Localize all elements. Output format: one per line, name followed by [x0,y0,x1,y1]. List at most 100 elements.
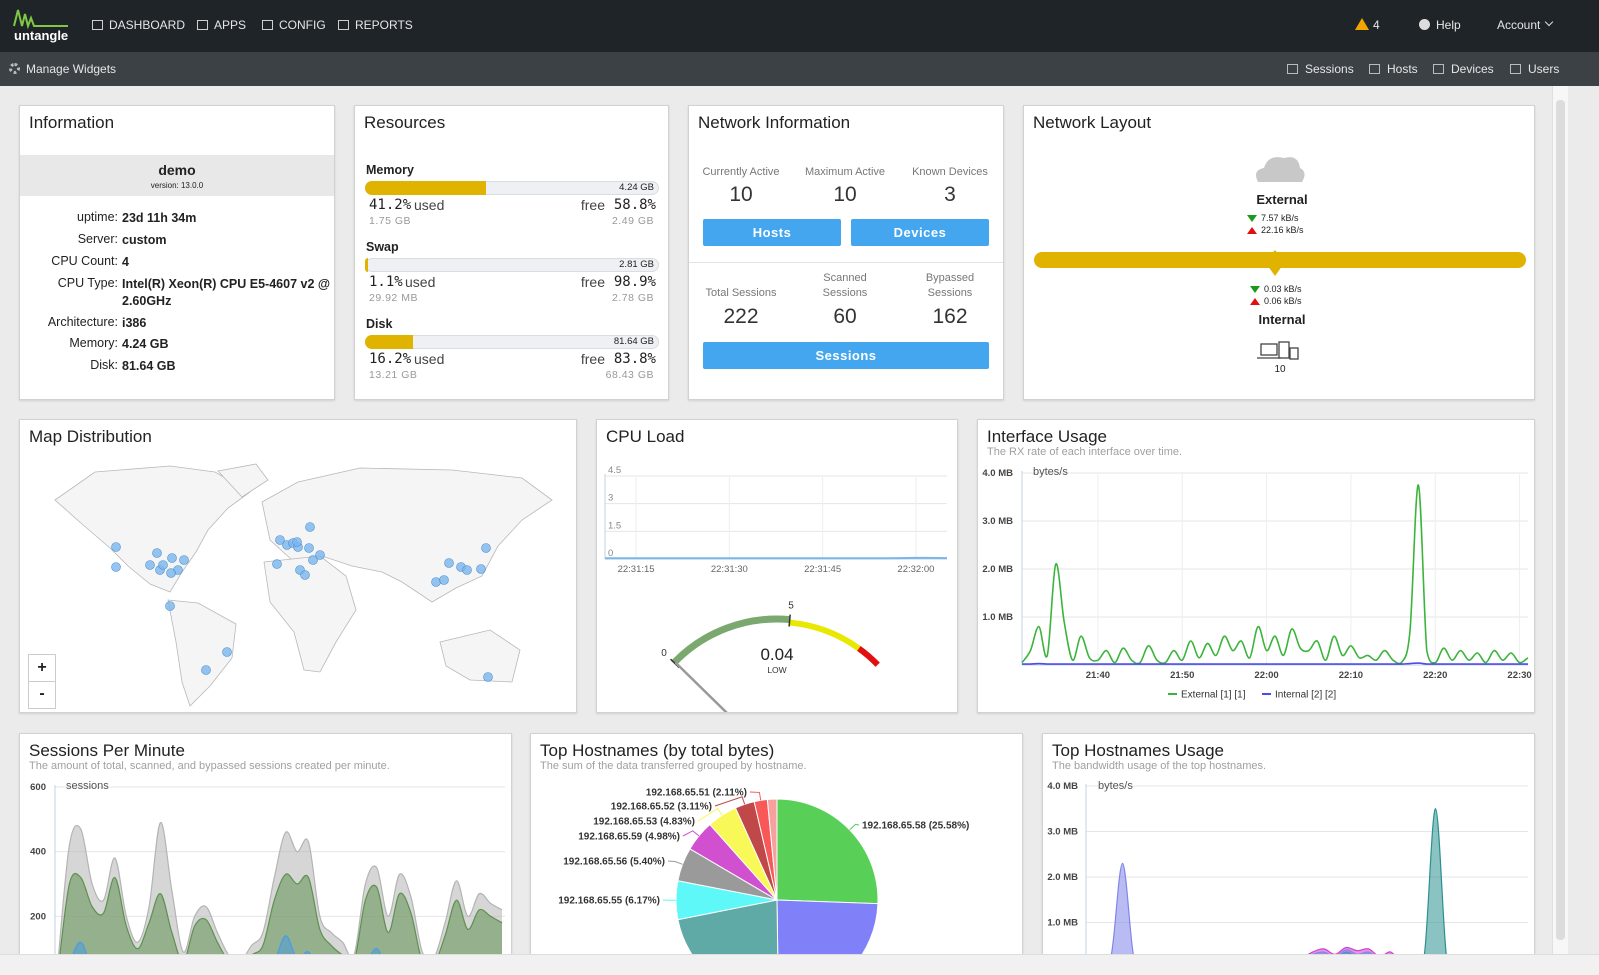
gauge-band [859,648,878,664]
leader-line [683,831,699,836]
gauge-tick [789,615,790,627]
nav-icon[interactable] [262,20,273,30]
y-tick-label: 3.0 MB [1047,827,1078,838]
account-menu[interactable]: Account [1497,18,1540,32]
dashboard: Information demo version: 13.0.0 uptime:… [0,86,1552,954]
nav-icon[interactable] [92,20,103,30]
nav-icon[interactable] [197,20,208,30]
bottom-bar [0,954,1599,975]
map-point [112,563,121,572]
legend-label: External [1] [1] [1181,690,1246,701]
x-tick-label: 22:30 [1507,670,1531,681]
x-tick-label: 21:40 [1086,670,1110,681]
map-point [293,538,302,547]
map-point [167,569,176,578]
leader-line [750,792,761,800]
map-point [273,560,282,569]
area-line [1089,809,1525,954]
toolbar-link[interactable]: Sessions [1305,62,1354,76]
manage-widgets[interactable]: Manage Widgets [26,62,116,76]
pie-slice [777,900,878,954]
y-tick-label: 4.0 MB [1047,781,1078,792]
x-tick-label: 22:32:00 [897,564,934,575]
map-point [484,673,493,682]
slice-label: 192.168.65.51 (2.11%) [646,788,747,799]
scroll-thumb[interactable] [1556,100,1565,940]
map-point [166,602,175,611]
map-point [202,666,211,675]
help-link[interactable]: Help [1436,18,1461,32]
alert-count[interactable]: 4 [1373,18,1380,32]
slice-label: 192.168.65.58 (25.58%) [862,821,969,832]
down-arrow [1247,215,1257,222]
dashboard-inner: Information demo version: 13.0.0 uptime:… [0,86,1552,954]
nav-item[interactable]: CONFIG [279,18,326,32]
x-tick-label: 22:31:45 [804,564,841,575]
map-point [316,551,325,560]
gauge-level: LOW [767,665,786,675]
margin [1568,86,1599,954]
nav-item[interactable]: DASHBOARD [109,18,185,32]
y-axis-label: bytes/s [1098,780,1133,792]
gauge-tick-label: 5 [788,601,794,612]
map-point [305,544,314,553]
gauge-band [789,623,858,649]
nav-item[interactable]: REPORTS [355,18,413,32]
y-tick-label: 3.0 MB [982,516,1013,527]
map-point [146,561,155,570]
slice-label: 192.168.65.53 (4.83%) [593,817,695,828]
y-axis-label: sessions [66,780,109,792]
y-axis-label: bytes/s [1033,466,1068,478]
continent [264,556,356,672]
map-point [180,556,189,565]
slice-label: 192.168.65.59 (4.98%) [578,832,680,843]
x-tick-label: 22:31:15 [618,564,655,575]
y-tick-label: 2.0 MB [982,564,1013,575]
continent [440,630,520,682]
up-arrow [1250,298,1260,305]
devices-icon [1257,342,1298,359]
network-layout-graphic [1034,157,1526,359]
toolbar-icon[interactable] [1287,64,1298,74]
map-point [445,559,454,568]
y-tick-label: 1.0 MB [982,612,1013,623]
x-tick-label: 22:00 [1254,670,1278,681]
pie-slice [777,799,878,904]
map-point [153,549,162,558]
leader-line [668,861,683,864]
map-point [168,554,177,563]
area-fill [1089,809,1525,954]
gauge-needle [676,663,777,762]
toolbar-link[interactable]: Devices [1451,62,1494,76]
y-tick-label: 4.0 MB [982,468,1013,479]
nav-icon[interactable] [338,20,349,30]
y-tick-label: 4.5 [608,465,621,476]
toolbar-icon[interactable] [1433,64,1444,74]
map-point [223,648,232,657]
cloud-icon [1256,157,1305,182]
toolbar-icon[interactable] [1369,64,1380,74]
map-point [306,523,315,532]
slice-label: 192.168.65.55 (6.17%) [558,896,660,907]
gear-icon[interactable] [9,63,20,74]
map-point [440,576,449,585]
y-tick-label: 600 [30,782,46,793]
gauge-tick-label: 0 [661,648,667,659]
slice-label: 192.168.65.56 (5.40%) [563,857,665,868]
toolbar-icon[interactable] [1510,64,1521,74]
x-tick-label: 22:20 [1423,670,1447,681]
chevron[interactable] [1545,18,1553,26]
y-tick-label: 2.0 MB [1047,872,1078,883]
scrollbar[interactable] [1552,86,1569,954]
toolbar-link[interactable]: Hosts [1387,62,1418,76]
nav-item[interactable]: APPS [214,18,246,32]
y-tick-label: 3 [608,493,613,504]
map-point [301,571,310,580]
help-icon[interactable] [1419,19,1430,30]
up-arrow [1247,227,1257,234]
alert-icon[interactable] [1355,18,1369,30]
toolbar-link[interactable]: Users [1528,62,1559,76]
map-point [112,543,121,552]
